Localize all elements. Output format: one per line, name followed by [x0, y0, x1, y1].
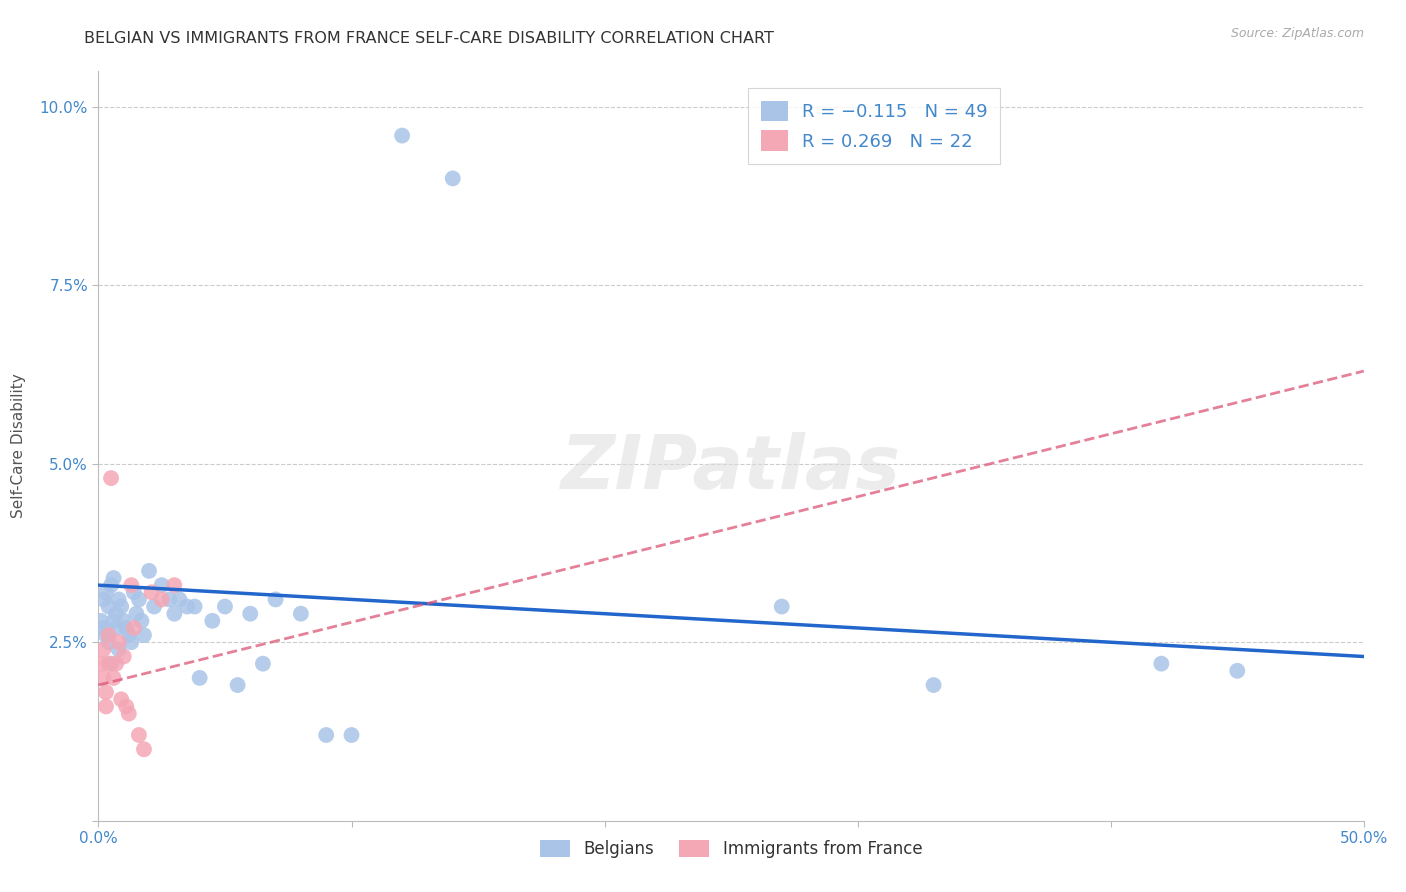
Point [115, 621, 138, 635]
Point [94, 685, 117, 699]
Point [183, 599, 205, 614]
Point [315, 728, 337, 742]
Point [150, 592, 173, 607]
Point [122, 585, 145, 599]
Point [94, 699, 117, 714]
Point [93, 671, 115, 685]
Point [105, 607, 128, 621]
Point [290, 607, 312, 621]
Point [1226, 664, 1249, 678]
Point [132, 628, 155, 642]
Point [188, 671, 211, 685]
Point [150, 578, 173, 592]
Point [97, 635, 120, 649]
Point [226, 678, 249, 692]
Point [110, 692, 132, 706]
Point [118, 628, 141, 642]
Point [169, 592, 191, 607]
Point [163, 578, 186, 592]
Point [112, 614, 135, 628]
Point [120, 635, 142, 649]
Point [100, 657, 122, 671]
Point [93, 621, 115, 635]
Point [128, 592, 150, 607]
Point [131, 614, 153, 628]
Point [90, 657, 112, 671]
Point [120, 578, 142, 592]
Point [128, 728, 150, 742]
Point [107, 642, 129, 657]
Point [201, 614, 224, 628]
Point [176, 599, 198, 614]
Point [100, 471, 122, 485]
Text: Source: ZipAtlas.com: Source: ZipAtlas.com [1230, 27, 1364, 40]
Point [141, 585, 163, 599]
Point [252, 657, 274, 671]
Point [97, 657, 120, 671]
Point [132, 742, 155, 756]
Point [922, 678, 945, 692]
Text: ZIPatlas: ZIPatlas [561, 432, 901, 505]
Point [107, 635, 129, 649]
Point [157, 592, 180, 607]
Point [118, 706, 141, 721]
Legend: Belgians, Immigrants from France: Belgians, Immigrants from France [533, 833, 929, 864]
Point [391, 128, 413, 143]
Point [107, 592, 129, 607]
Point [97, 599, 120, 614]
Point [441, 171, 464, 186]
Point [138, 564, 160, 578]
Point [110, 599, 132, 614]
Point [97, 628, 120, 642]
Point [125, 607, 148, 621]
Point [264, 592, 287, 607]
Text: BELGIAN VS IMMIGRANTS FROM FRANCE SELF-CARE DISABILITY CORRELATION CHART: BELGIAN VS IMMIGRANTS FROM FRANCE SELF-C… [84, 31, 775, 46]
Point [122, 621, 145, 635]
Point [163, 607, 186, 621]
Point [239, 607, 262, 621]
Point [103, 671, 125, 685]
Point [115, 699, 138, 714]
Point [103, 571, 125, 585]
Point [93, 642, 115, 657]
Point [112, 649, 135, 664]
Point [143, 599, 166, 614]
Point [93, 592, 115, 607]
Point [100, 578, 122, 592]
Point [340, 728, 363, 742]
Point [770, 599, 793, 614]
Point [94, 628, 117, 642]
Point [90, 614, 112, 628]
Point [103, 614, 125, 628]
Point [94, 585, 117, 599]
Point [1150, 657, 1173, 671]
Point [214, 599, 236, 614]
Point [105, 621, 128, 635]
Point [105, 657, 128, 671]
Y-axis label: Self-Care Disability: Self-Care Disability [11, 374, 25, 518]
